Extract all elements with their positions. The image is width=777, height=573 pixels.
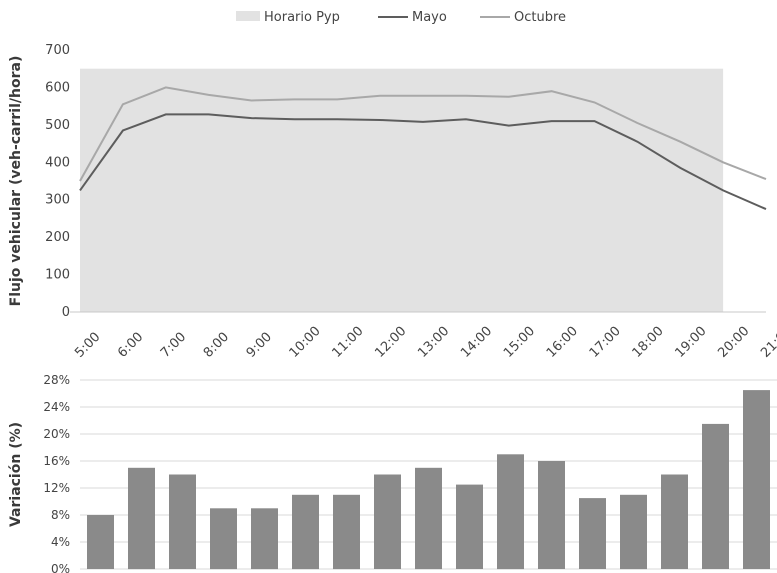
- line-x-tick-21-00: 21:00: [758, 324, 777, 361]
- line-y-tick-500: 500: [45, 118, 70, 133]
- bar-chart: 0% 4% 8% 12% 16% 20% 24% 28% Variación (%): [8, 373, 777, 573]
- line-y-tick-200: 200: [45, 230, 70, 245]
- pyp-band: [80, 68, 724, 312]
- bar-chart-y-ticks: 0% 4% 8% 12% 16% 20% 24% 28%: [43, 373, 70, 573]
- line-x-tick-9-00: 9:00: [244, 330, 275, 361]
- line-x-tick-18-00: 18:00: [630, 324, 667, 361]
- bar-y-tick-8: 8%: [51, 508, 70, 522]
- legend-mayo-label: Mayo: [412, 10, 447, 25]
- line-x-tick-14-00: 14:00: [458, 324, 495, 361]
- line-y-tick-400: 400: [45, 155, 70, 170]
- bar-y-tick-20: 20%: [43, 427, 70, 441]
- bar-11-00: [333, 494, 360, 570]
- bar-y-tick-28: 28%: [43, 373, 70, 387]
- line-x-tick-16-00: 16:00: [544, 324, 581, 361]
- line-x-tick-20-00: 20:00: [715, 324, 752, 361]
- line-chart-y-axis-title: Flujo vehicular (veh-carril/hora): [8, 56, 24, 307]
- bar-chart-y-axis-title: Variación (%): [8, 422, 24, 527]
- legend-pyp-swatch: [236, 11, 260, 21]
- legend-pyp-label: Horario Pyp: [264, 10, 340, 25]
- line-x-tick-7-00: 7:00: [158, 330, 189, 361]
- line-x-tick-5-00: 5:00: [72, 330, 103, 361]
- line-y-tick-0: 0: [62, 305, 70, 320]
- bar-8-00: [210, 508, 237, 570]
- bar-10-00: [292, 494, 319, 570]
- line-x-tick-8-00: 8:00: [201, 330, 232, 361]
- bar-20-00: [702, 423, 729, 569]
- bar-19-00: [661, 474, 688, 569]
- bar-y-tick-24: 24%: [43, 400, 70, 414]
- line-x-tick-11-00: 11:00: [329, 324, 366, 361]
- legend-octubre-label: Octubre: [514, 10, 566, 25]
- line-x-tick-10-00: 10:00: [287, 324, 324, 361]
- series-octubre-line: [79, 86, 767, 182]
- bar-12-00: [374, 474, 401, 569]
- line-y-tick-700: 700: [45, 43, 70, 58]
- bar-7-00: [169, 474, 196, 569]
- line-y-tick-300: 300: [45, 193, 70, 208]
- bar-16-00: [538, 461, 565, 569]
- bar-18-00: [620, 494, 647, 570]
- line-x-tick-17-00: 17:00: [587, 324, 624, 361]
- bar-y-tick-4: 4%: [51, 535, 70, 549]
- line-chart-y-ticks: 0 100 200 300 400 500 600 700: [45, 43, 70, 320]
- bar-14-00: [456, 484, 483, 569]
- bar-y-tick-12: 12%: [43, 481, 70, 495]
- line-x-tick-12-00: 12:00: [372, 324, 409, 361]
- line-x-tick-15-00: 15:00: [501, 324, 538, 361]
- line-y-tick-600: 600: [45, 80, 70, 95]
- bar-y-tick-0: 0%: [51, 562, 70, 573]
- bar-6-00: [128, 467, 155, 570]
- series-mayo-line: [79, 113, 767, 211]
- bar-21-00: [743, 390, 770, 569]
- bar-9-00: [251, 508, 278, 570]
- bar-17-00: [579, 498, 606, 569]
- bar-chart-bars: [87, 390, 770, 570]
- line-x-tick-13-00: 13:00: [415, 324, 452, 361]
- bar-13-00: [415, 467, 442, 570]
- line-chart-x-ticks: 5:00 6:00 7:00 8:00 9:00 10:00 11:00 12:00 13:00…: [72, 324, 777, 361]
- legend: Horario Pyp Mayo Octubre: [236, 10, 566, 25]
- bar-y-tick-16: 16%: [43, 454, 70, 468]
- line-chart: 0 100 200 300 400 500 600 700 5:00 6:00 7:00 8:00 9…: [8, 43, 777, 361]
- line-y-tick-100: 100: [45, 268, 70, 283]
- line-x-tick-19-00: 19:00: [672, 324, 709, 361]
- line-x-tick-6-00: 6:00: [115, 330, 146, 361]
- bar-5-00: [87, 515, 114, 569]
- bar-15-00: [497, 454, 524, 570]
